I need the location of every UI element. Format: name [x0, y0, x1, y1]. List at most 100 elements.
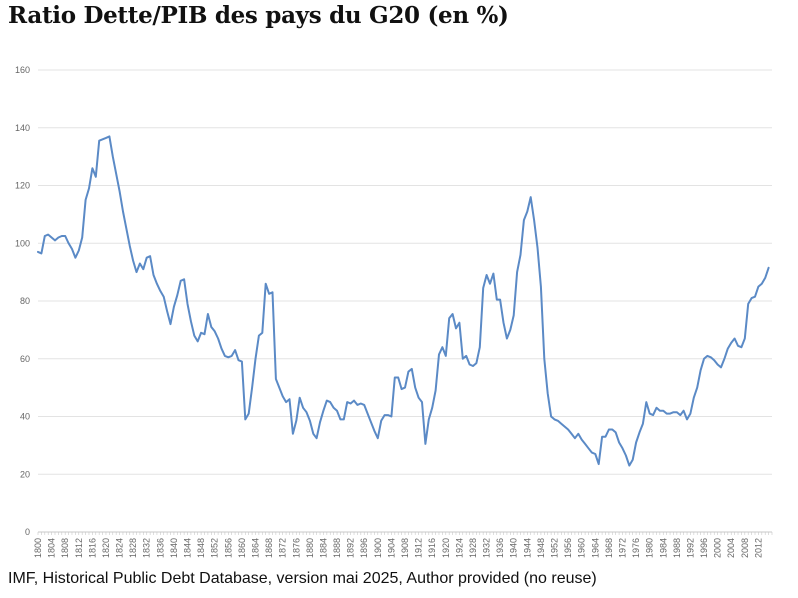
x-tick-label: 1828 [128, 538, 138, 558]
x-tick-label: 1804 [47, 538, 57, 558]
data-point [303, 407, 304, 408]
data-point [92, 168, 93, 169]
y-axis: 0 20 40 60 80 100 120 140 160 [15, 65, 30, 537]
data-point [323, 410, 324, 411]
data-point [320, 422, 321, 423]
x-tick-label: 1908 [400, 538, 410, 558]
data-point [313, 433, 314, 434]
x-tick-label: 1888 [332, 538, 342, 558]
data-point [112, 156, 113, 157]
data-point [578, 433, 579, 434]
data-point [160, 291, 161, 292]
data-point [520, 254, 521, 255]
x-tick-label: 1940 [509, 538, 519, 558]
data-point [643, 423, 644, 424]
data-point [622, 448, 623, 449]
data-point [479, 347, 480, 348]
data-point [225, 356, 226, 357]
data-point [401, 389, 402, 390]
data-point [75, 257, 76, 258]
data-point [690, 413, 691, 414]
data-point [456, 328, 457, 329]
x-tick-label: 1836 [155, 538, 165, 558]
data-point [534, 220, 535, 221]
data-point [670, 413, 671, 414]
data-point [738, 345, 739, 346]
x-tick-label: 1868 [264, 538, 274, 558]
data-point [592, 452, 593, 453]
x-tick-label: 1964 [590, 538, 600, 558]
data-point [727, 348, 728, 349]
data-point [411, 369, 412, 370]
data-point [388, 415, 389, 416]
data-point [765, 278, 766, 279]
data-point [347, 402, 348, 403]
data-point [136, 272, 137, 273]
data-point [615, 432, 616, 433]
data-point [180, 280, 181, 281]
y-tick-label: 160 [15, 65, 30, 75]
x-tick-label: 1876 [291, 538, 301, 558]
data-point [408, 371, 409, 372]
data-point [493, 273, 494, 274]
data-point [293, 433, 294, 434]
chart-title: Ratio Dette/PIB des pays du G20 (en %) [8, 2, 509, 29]
data-point [761, 283, 762, 284]
data-point [724, 358, 725, 359]
data-point [717, 364, 718, 365]
data-point [265, 283, 266, 284]
data-point [629, 465, 630, 466]
data-point [58, 237, 59, 238]
y-tick-label: 80 [20, 296, 30, 306]
data-point [374, 431, 375, 432]
data-point [89, 188, 90, 189]
data-point [123, 211, 124, 212]
data-point [744, 338, 745, 339]
data-point [357, 405, 358, 406]
x-tick-label: 1932 [482, 538, 492, 558]
x-tick-label: 1916 [427, 538, 437, 558]
data-point [384, 415, 385, 416]
data-point [731, 343, 732, 344]
data-point [704, 358, 705, 359]
data-point [581, 439, 582, 440]
data-point [259, 335, 260, 336]
x-tick-label: 1820 [101, 538, 111, 558]
data-point [432, 407, 433, 408]
data-point [541, 286, 542, 287]
data-point [360, 403, 361, 404]
data-point [445, 356, 446, 357]
data-point [51, 237, 52, 238]
data-point [153, 275, 154, 276]
x-tick-label: 1948 [536, 538, 546, 558]
data-point [286, 402, 287, 403]
data-point [751, 298, 752, 299]
x-tick-label: 1872 [278, 538, 288, 558]
data-point [513, 315, 514, 316]
data-point [609, 429, 610, 430]
data-point [167, 311, 168, 312]
data-point [687, 419, 688, 420]
data-point [282, 396, 283, 397]
data-point [228, 357, 229, 358]
data-point [693, 397, 694, 398]
data-point [768, 267, 769, 268]
x-tick-label: 1976 [631, 538, 641, 558]
data-point [666, 413, 667, 414]
data-point [262, 332, 263, 333]
x-tick-label: 1856 [223, 538, 233, 558]
data-point [106, 138, 107, 139]
x-tick-label: 1896 [359, 538, 369, 558]
data-point [272, 292, 273, 293]
x-tick-label: 2012 [753, 538, 763, 558]
data-point [242, 361, 243, 362]
data-point [612, 429, 613, 430]
data-point [316, 438, 317, 439]
data-point [459, 322, 460, 323]
x-tick-label: 1928 [468, 538, 478, 558]
data-point [174, 306, 175, 307]
data-point [741, 347, 742, 348]
data-point [55, 240, 56, 241]
data-point [177, 295, 178, 296]
